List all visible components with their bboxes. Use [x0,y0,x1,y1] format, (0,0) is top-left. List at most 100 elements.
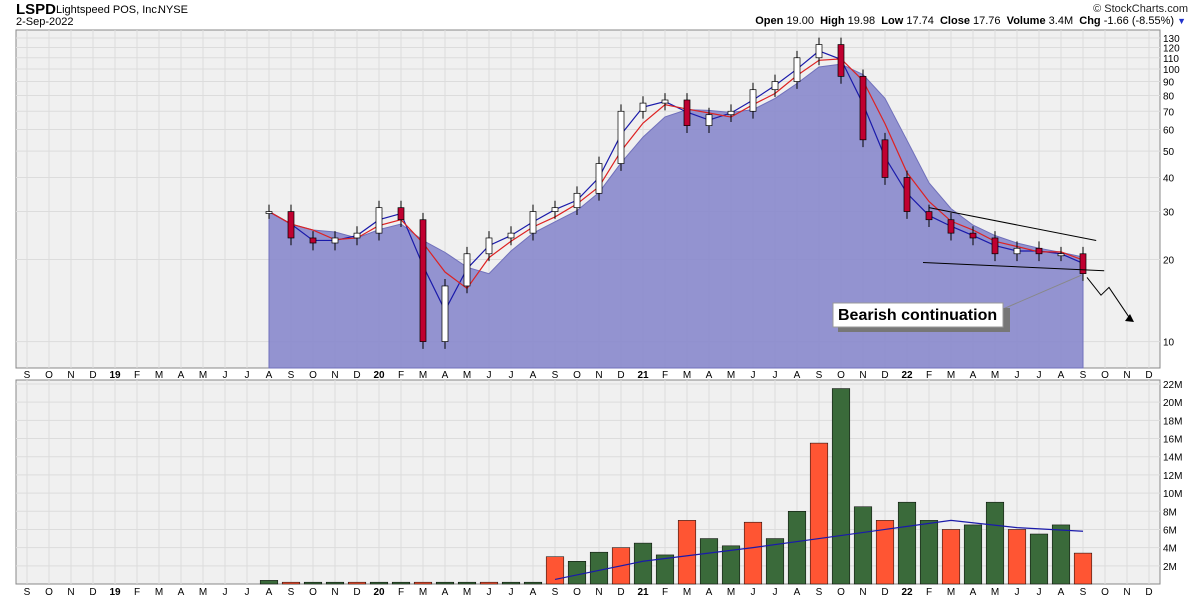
price-x-tick-label: M [155,370,163,381]
price-x-tick-label: J [751,370,756,381]
candle-body [1035,247,1043,255]
price-x-tick-label: S [288,370,295,381]
candle-body [375,207,383,234]
candle-body [463,253,471,287]
volume-x-tick-label: J [751,587,756,598]
down-arrow-icon: ▼ [1177,16,1186,26]
candle-body [1013,247,1021,255]
price-x-tick-label: A [970,370,977,381]
volume-x-tick-label: N [1123,587,1130,598]
price-y-tick-label: 40 [1163,174,1175,185]
long-moving-average-line [268,58,1084,290]
volume-x-tick-label: J [245,587,250,598]
volume-x-tick-label: F [662,587,668,598]
quote-summary: Open 19.00 High 19.98 Low 17.74 Close 17… [755,15,1186,27]
price-x-tick-label: M [947,370,955,381]
volume-x-tick-label: A [1058,587,1065,598]
price-x-tick-label: O [45,370,53,381]
candle-body [793,57,801,82]
volume-bar [523,581,543,585]
candle-body [771,81,779,91]
volume-x-tick-label: O [837,587,845,598]
candle-body [617,110,625,164]
volume-bar [919,520,939,585]
volume-bar [721,545,741,585]
triangle-lower-line [922,262,1105,272]
volume-bar [501,581,521,585]
volume-bar [567,561,587,585]
volume-x-tick-label: M [199,587,207,598]
candle-body [815,44,823,59]
volume-x-tick-label: O [309,587,317,598]
change-value: -1.66 (-8.55%) [1103,15,1175,27]
price-y-tick-label: 20 [1163,256,1175,267]
volume-x-tick-label: S [816,587,823,598]
annotation-layer: Bearish continuation [832,302,1010,332]
volume-x-tick-label: J [1015,587,1020,598]
candle-body [881,139,889,178]
candle-body [969,232,977,239]
high-label: High [820,15,845,27]
candle-body [705,114,713,126]
close-label: Close [939,15,970,27]
volume-y-tick-label: 4M [1163,544,1177,555]
volume-x-tick-label: A [706,587,713,598]
candle-body [639,102,647,112]
brand-watermark: © StockCharts.com [1093,3,1188,15]
volume-bar [787,511,807,585]
price-x-tick-label: J [509,370,514,381]
price-x-tick-label: O [837,370,845,381]
price-x-tick-label: N [595,370,602,381]
price-x-tick-label: A [178,370,185,381]
price-x-tick-label: D [89,370,96,381]
price-x-tick-label: M [463,370,471,381]
volume-x-tick-label: 20 [373,587,385,598]
price-y-tick-label: 10 [1163,338,1175,349]
price-x-tick-label: 20 [373,370,385,381]
forecast-arrowhead-icon [1125,313,1134,322]
volume-bar [391,581,411,585]
price-x-tick-label: D [617,370,624,381]
candle-body [507,232,515,239]
volume-bar [1051,524,1071,585]
volume-x-tick-label: D [353,587,360,598]
volume-bar [479,581,499,585]
price-x-tick-label: D [353,370,360,381]
price-x-tick-label: A [794,370,801,381]
candle-body [331,237,339,244]
candle-body [397,207,405,221]
volume-bar [259,580,279,585]
price-x-tick-label: F [398,370,404,381]
volume-y-tick-label: 22M [1163,380,1182,391]
volume-y-tick-label: 18M [1163,416,1182,427]
volume-x-tick-label: F [398,587,404,598]
price-x-tick-label: D [1145,370,1152,381]
annotation-box [832,302,1004,328]
volume-x-tick-label: A [442,587,449,598]
volume-bar [545,556,565,585]
volume-bar [589,551,609,585]
price-x-tick-label: J [487,370,492,381]
price-x-tick-label: N [1123,370,1130,381]
candle-body [573,192,581,209]
volume-y-tick-label: 8M [1163,507,1177,518]
ticker-symbol: LSPD [16,1,57,18]
price-x-tick-label: F [926,370,932,381]
candle-body [749,89,757,112]
volume-x-tick-label: M [463,587,471,598]
candle-body [595,163,603,194]
price-x-tick-label: N [67,370,74,381]
close-value: 17.76 [973,15,1001,27]
price-x-tick-label: F [662,370,668,381]
volume-bar [457,581,477,585]
volume-bar [853,506,873,585]
price-x-tick-label: M [419,370,427,381]
volume-y-tick-label: 16M [1163,435,1182,446]
candle-body [419,219,427,342]
volume-x-tick-label: M [683,587,691,598]
volume-bar [281,581,301,585]
price-x-tick-label: A [530,370,537,381]
candle-body [925,211,933,221]
volume-x-tick-label: S [552,587,559,598]
